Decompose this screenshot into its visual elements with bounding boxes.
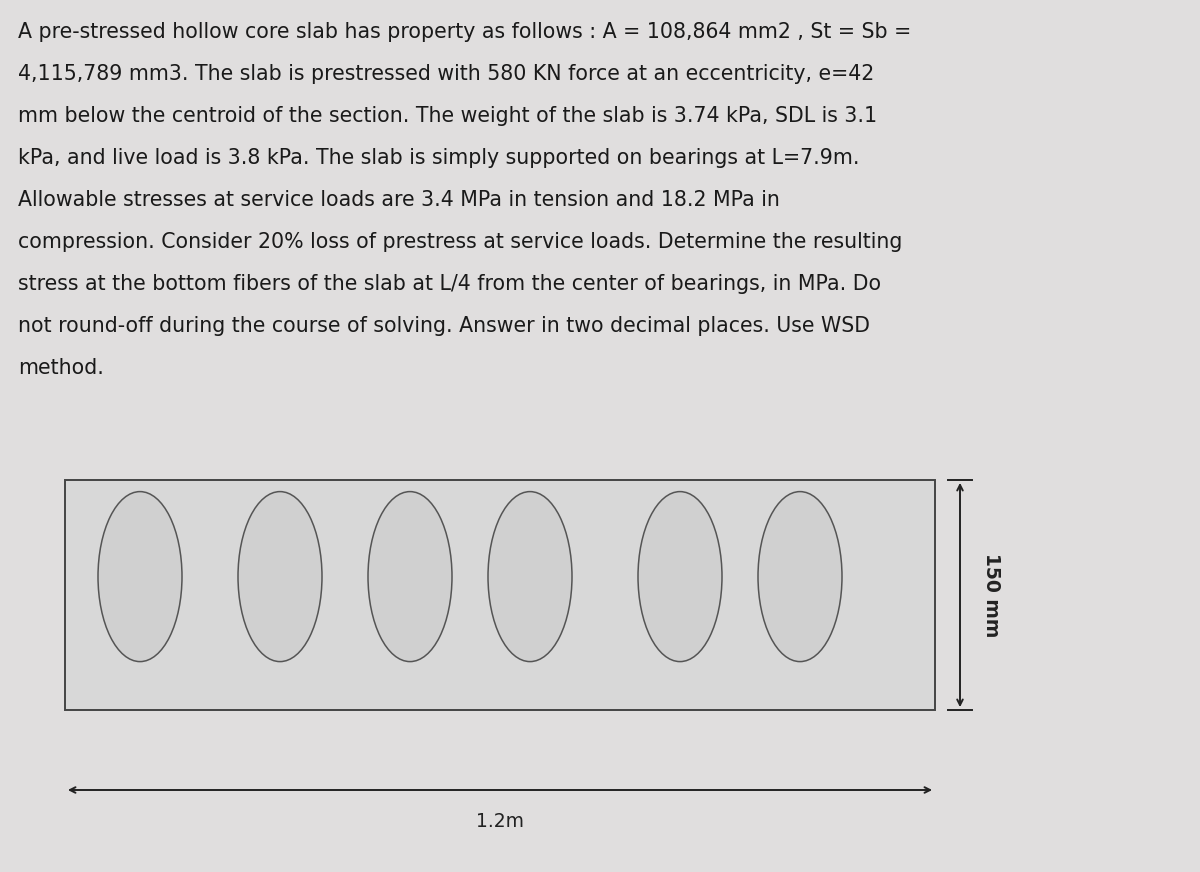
Text: 150 mm: 150 mm <box>983 553 1002 637</box>
Text: not round-off during the course of solving. Answer in two decimal places. Use WS: not round-off during the course of solvi… <box>18 316 870 336</box>
Text: A pre-stressed hollow core slab has property as follows : A = 108,864 mm2 , St =: A pre-stressed hollow core slab has prop… <box>18 22 911 42</box>
Bar <box>65 480 935 710</box>
Ellipse shape <box>758 492 842 662</box>
Ellipse shape <box>238 492 322 662</box>
Text: compression. Consider 20% loss of prestress at service loads. Determine the resu: compression. Consider 20% loss of prestr… <box>18 232 902 252</box>
Ellipse shape <box>98 492 182 662</box>
Text: 4,115,789 mm3. The slab is prestressed with 580 KN force at an eccentricity, e=4: 4,115,789 mm3. The slab is prestressed w… <box>18 64 875 84</box>
Text: method.: method. <box>18 358 104 378</box>
Text: stress at the bottom fibers of the slab at L/4 from the center of bearings, in M: stress at the bottom fibers of the slab … <box>18 274 881 294</box>
Text: 1.2m: 1.2m <box>476 812 524 831</box>
Text: Allowable stresses at service loads are 3.4 MPa in tension and 18.2 MPa in: Allowable stresses at service loads are … <box>18 190 780 210</box>
Ellipse shape <box>638 492 722 662</box>
Text: kPa, and live load is 3.8 kPa. The slab is simply supported on bearings at L=7.9: kPa, and live load is 3.8 kPa. The slab … <box>18 148 859 168</box>
Text: mm below the centroid of the section. The weight of the slab is 3.74 kPa, SDL is: mm below the centroid of the section. Th… <box>18 106 877 126</box>
Ellipse shape <box>488 492 572 662</box>
Ellipse shape <box>368 492 452 662</box>
